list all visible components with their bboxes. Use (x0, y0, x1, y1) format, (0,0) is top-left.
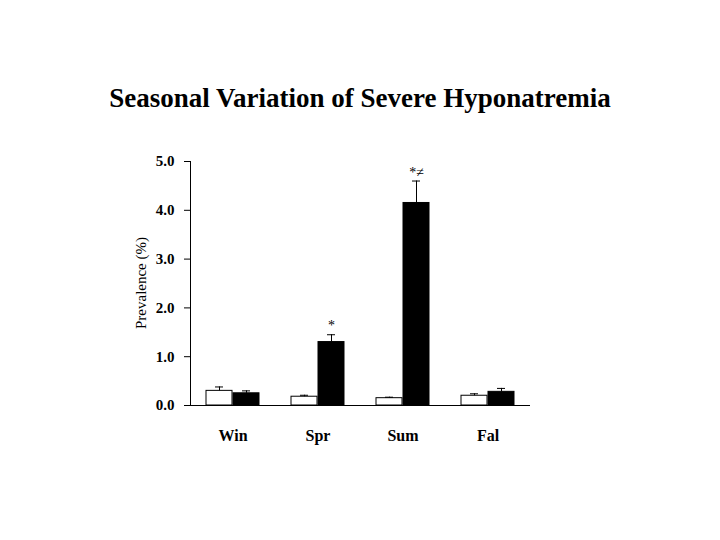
svg-text:5.0: 5.0 (156, 153, 175, 169)
svg-text:2.0: 2.0 (156, 300, 175, 316)
svg-text:1.0: 1.0 (156, 349, 175, 365)
svg-text:Spr: Spr (306, 427, 331, 445)
svg-text:Win: Win (218, 427, 247, 444)
html-text:Seasonal Variation of Severe H: Seasonal Variation of Severe Hyponatremi… (109, 83, 611, 113)
svg-text:*≠: *≠ (409, 165, 424, 180)
svg-text:*: * (328, 318, 335, 333)
svg-text:3.0: 3.0 (156, 251, 175, 267)
svg-text:Sum: Sum (387, 427, 419, 444)
svg-text:Fal: Fal (477, 427, 500, 444)
svg-text:4.0: 4.0 (156, 202, 175, 218)
svg-text:0.0: 0.0 (156, 397, 175, 413)
html-text:Prevalence (%): Prevalence (%) (132, 237, 149, 329)
